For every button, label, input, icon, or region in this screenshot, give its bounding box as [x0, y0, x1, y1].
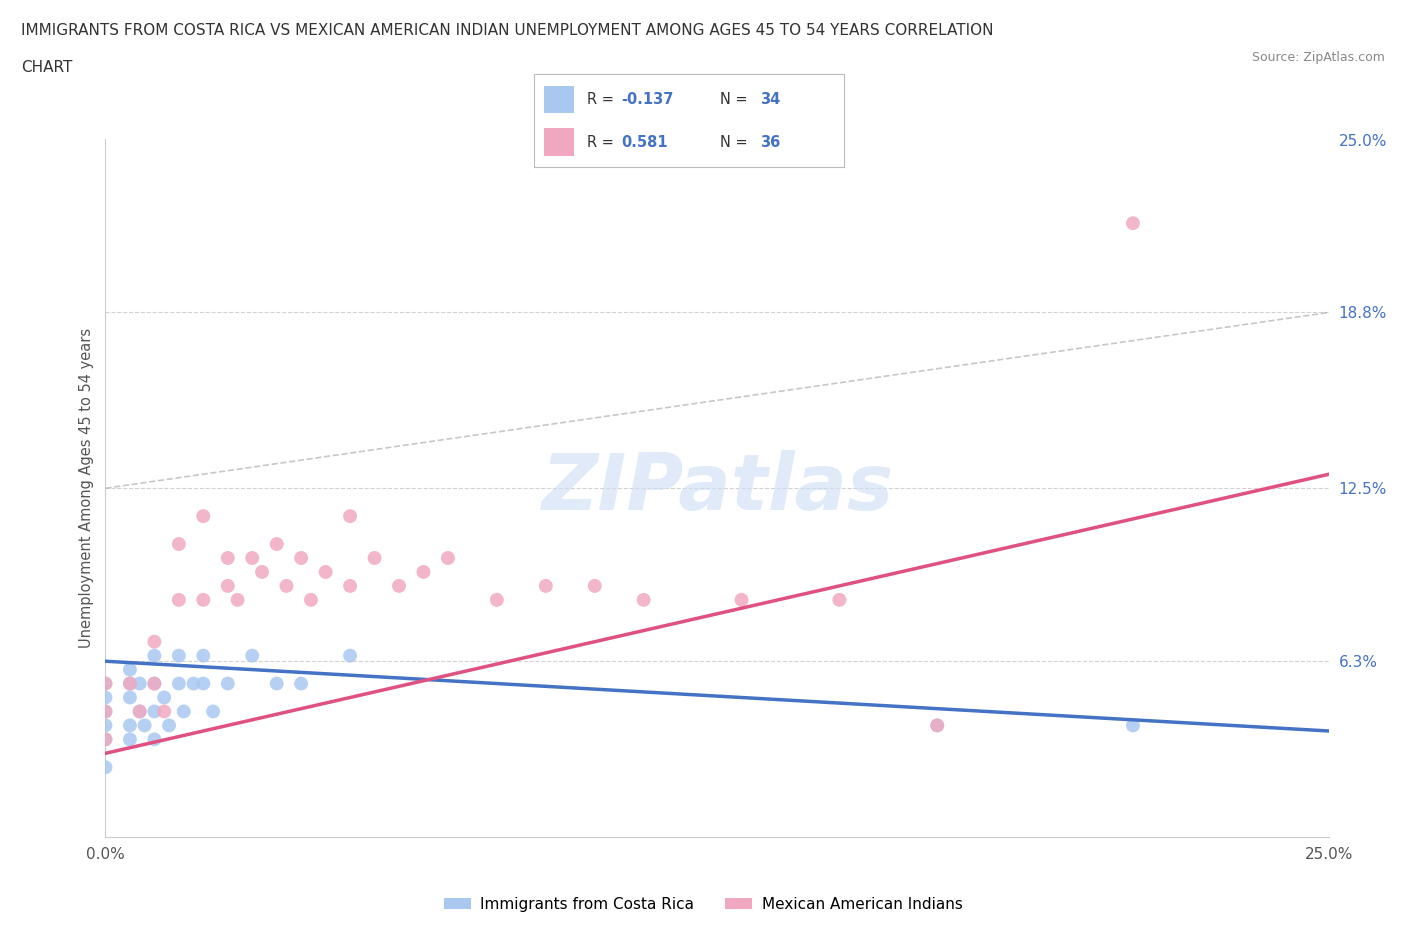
Point — [315, 565, 337, 579]
Point — [730, 592, 752, 607]
Text: IMMIGRANTS FROM COSTA RICA VS MEXICAN AMERICAN INDIAN UNEMPLOYMENT AMONG AGES 45: IMMIGRANTS FROM COSTA RICA VS MEXICAN AM… — [21, 23, 994, 38]
Point — [143, 634, 166, 649]
Point — [226, 592, 249, 607]
Point — [266, 537, 288, 551]
Point — [927, 718, 949, 733]
Point — [173, 704, 195, 719]
Text: R =: R = — [586, 92, 619, 107]
Point — [240, 648, 263, 663]
Point — [118, 690, 141, 705]
Point — [94, 760, 117, 775]
Point — [94, 690, 117, 705]
Point — [167, 676, 190, 691]
Point — [437, 551, 460, 565]
Point — [828, 592, 851, 607]
Point — [412, 565, 434, 579]
Point — [167, 648, 190, 663]
Point — [94, 676, 117, 691]
Point — [94, 732, 117, 747]
Point — [217, 676, 239, 691]
Point — [143, 676, 166, 691]
Point — [183, 676, 205, 691]
Point — [485, 592, 508, 607]
Text: 36: 36 — [761, 135, 780, 150]
Point — [299, 592, 322, 607]
Bar — [544, 86, 575, 113]
Point — [193, 648, 215, 663]
Point — [153, 690, 176, 705]
Point — [134, 718, 156, 733]
Point — [94, 732, 117, 747]
Point — [363, 551, 385, 565]
Point — [94, 718, 117, 733]
Point — [217, 551, 239, 565]
Point — [143, 704, 166, 719]
Point — [118, 732, 141, 747]
Bar — [544, 128, 575, 156]
Point — [339, 509, 361, 524]
Point — [167, 537, 190, 551]
Point — [339, 648, 361, 663]
Text: CHART: CHART — [21, 60, 73, 75]
Point — [167, 592, 190, 607]
Point — [128, 704, 150, 719]
Point — [118, 662, 141, 677]
Point — [128, 704, 150, 719]
Point — [583, 578, 606, 593]
Point — [193, 676, 215, 691]
Point — [290, 676, 312, 691]
Point — [276, 578, 298, 593]
Text: ZIPatlas: ZIPatlas — [541, 450, 893, 526]
Point — [339, 578, 361, 593]
Point — [193, 592, 215, 607]
Point — [193, 509, 215, 524]
Text: 0.581: 0.581 — [621, 135, 668, 150]
Text: -0.137: -0.137 — [621, 92, 673, 107]
Point — [250, 565, 273, 579]
Point — [217, 578, 239, 593]
Point — [94, 704, 117, 719]
Point — [534, 578, 557, 593]
Point — [927, 718, 949, 733]
Point — [202, 704, 225, 719]
Point — [94, 704, 117, 719]
Point — [633, 592, 655, 607]
Y-axis label: Unemployment Among Ages 45 to 54 years: Unemployment Among Ages 45 to 54 years — [79, 328, 94, 648]
Point — [266, 676, 288, 691]
Point — [290, 551, 312, 565]
Point — [143, 732, 166, 747]
Point — [240, 551, 263, 565]
Point — [94, 676, 117, 691]
Text: N =: N = — [720, 92, 752, 107]
Point — [143, 676, 166, 691]
Point — [1122, 216, 1144, 231]
Point — [118, 718, 141, 733]
Text: 34: 34 — [761, 92, 780, 107]
Point — [388, 578, 411, 593]
Point — [128, 676, 150, 691]
Point — [118, 676, 141, 691]
Point — [143, 648, 166, 663]
Point — [118, 676, 141, 691]
Legend: Immigrants from Costa Rica, Mexican American Indians: Immigrants from Costa Rica, Mexican Amer… — [437, 891, 969, 918]
Text: Source: ZipAtlas.com: Source: ZipAtlas.com — [1251, 51, 1385, 64]
Text: R =: R = — [586, 135, 619, 150]
Point — [153, 704, 176, 719]
Text: N =: N = — [720, 135, 752, 150]
Point — [157, 718, 180, 733]
Point — [1122, 718, 1144, 733]
